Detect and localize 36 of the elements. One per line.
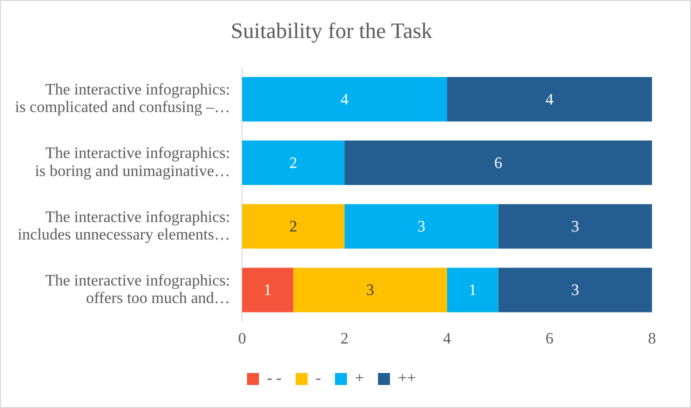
legend-label: ++ — [398, 370, 416, 388]
data-label: 2 — [289, 218, 298, 236]
y-tick-label: The interactive infographics: includes unnecessary elements… — [18, 208, 230, 244]
bar — [447, 76, 652, 122]
x-tick-label: 4 — [443, 330, 452, 348]
bar — [242, 140, 345, 186]
bar — [498, 204, 652, 249]
bar — [293, 268, 448, 312]
chart-title: Suitability for the Task — [230, 18, 432, 43]
data-label: 2 — [289, 155, 298, 172]
data-label: 3 — [366, 282, 374, 300]
data-label: 3 — [417, 218, 426, 236]
legend-label: - — [316, 370, 321, 388]
legend-label: - - — [266, 370, 282, 388]
x-tick-label: 6 — [546, 330, 554, 348]
bar — [344, 140, 652, 186]
data-label: 4 — [340, 91, 349, 108]
y-tick-label: The interactive infographics: offers too much and… — [45, 272, 230, 308]
data-label: 1 — [264, 282, 272, 300]
data-label: 3 — [571, 218, 580, 236]
bar — [242, 76, 448, 122]
x-tick-label: 0 — [238, 330, 246, 348]
bar — [242, 268, 294, 312]
data-label: 1 — [468, 282, 477, 300]
y-tick-label: The interactive infographics: is boring and unimaginative… — [34, 145, 230, 180]
data-label: 4 — [546, 91, 554, 108]
bar — [498, 268, 652, 312]
x-tick-label: 2 — [340, 330, 349, 348]
legend-label: + — [354, 370, 364, 388]
data-label: 6 — [494, 155, 502, 172]
x-tick-label: 8 — [648, 330, 656, 348]
data-label: 3 — [571, 282, 580, 300]
bar — [242, 204, 345, 249]
bar — [344, 204, 498, 249]
y-tick-label: The interactive infographics: is complicated and confusing –… — [15, 82, 230, 116]
bar — [447, 268, 498, 312]
